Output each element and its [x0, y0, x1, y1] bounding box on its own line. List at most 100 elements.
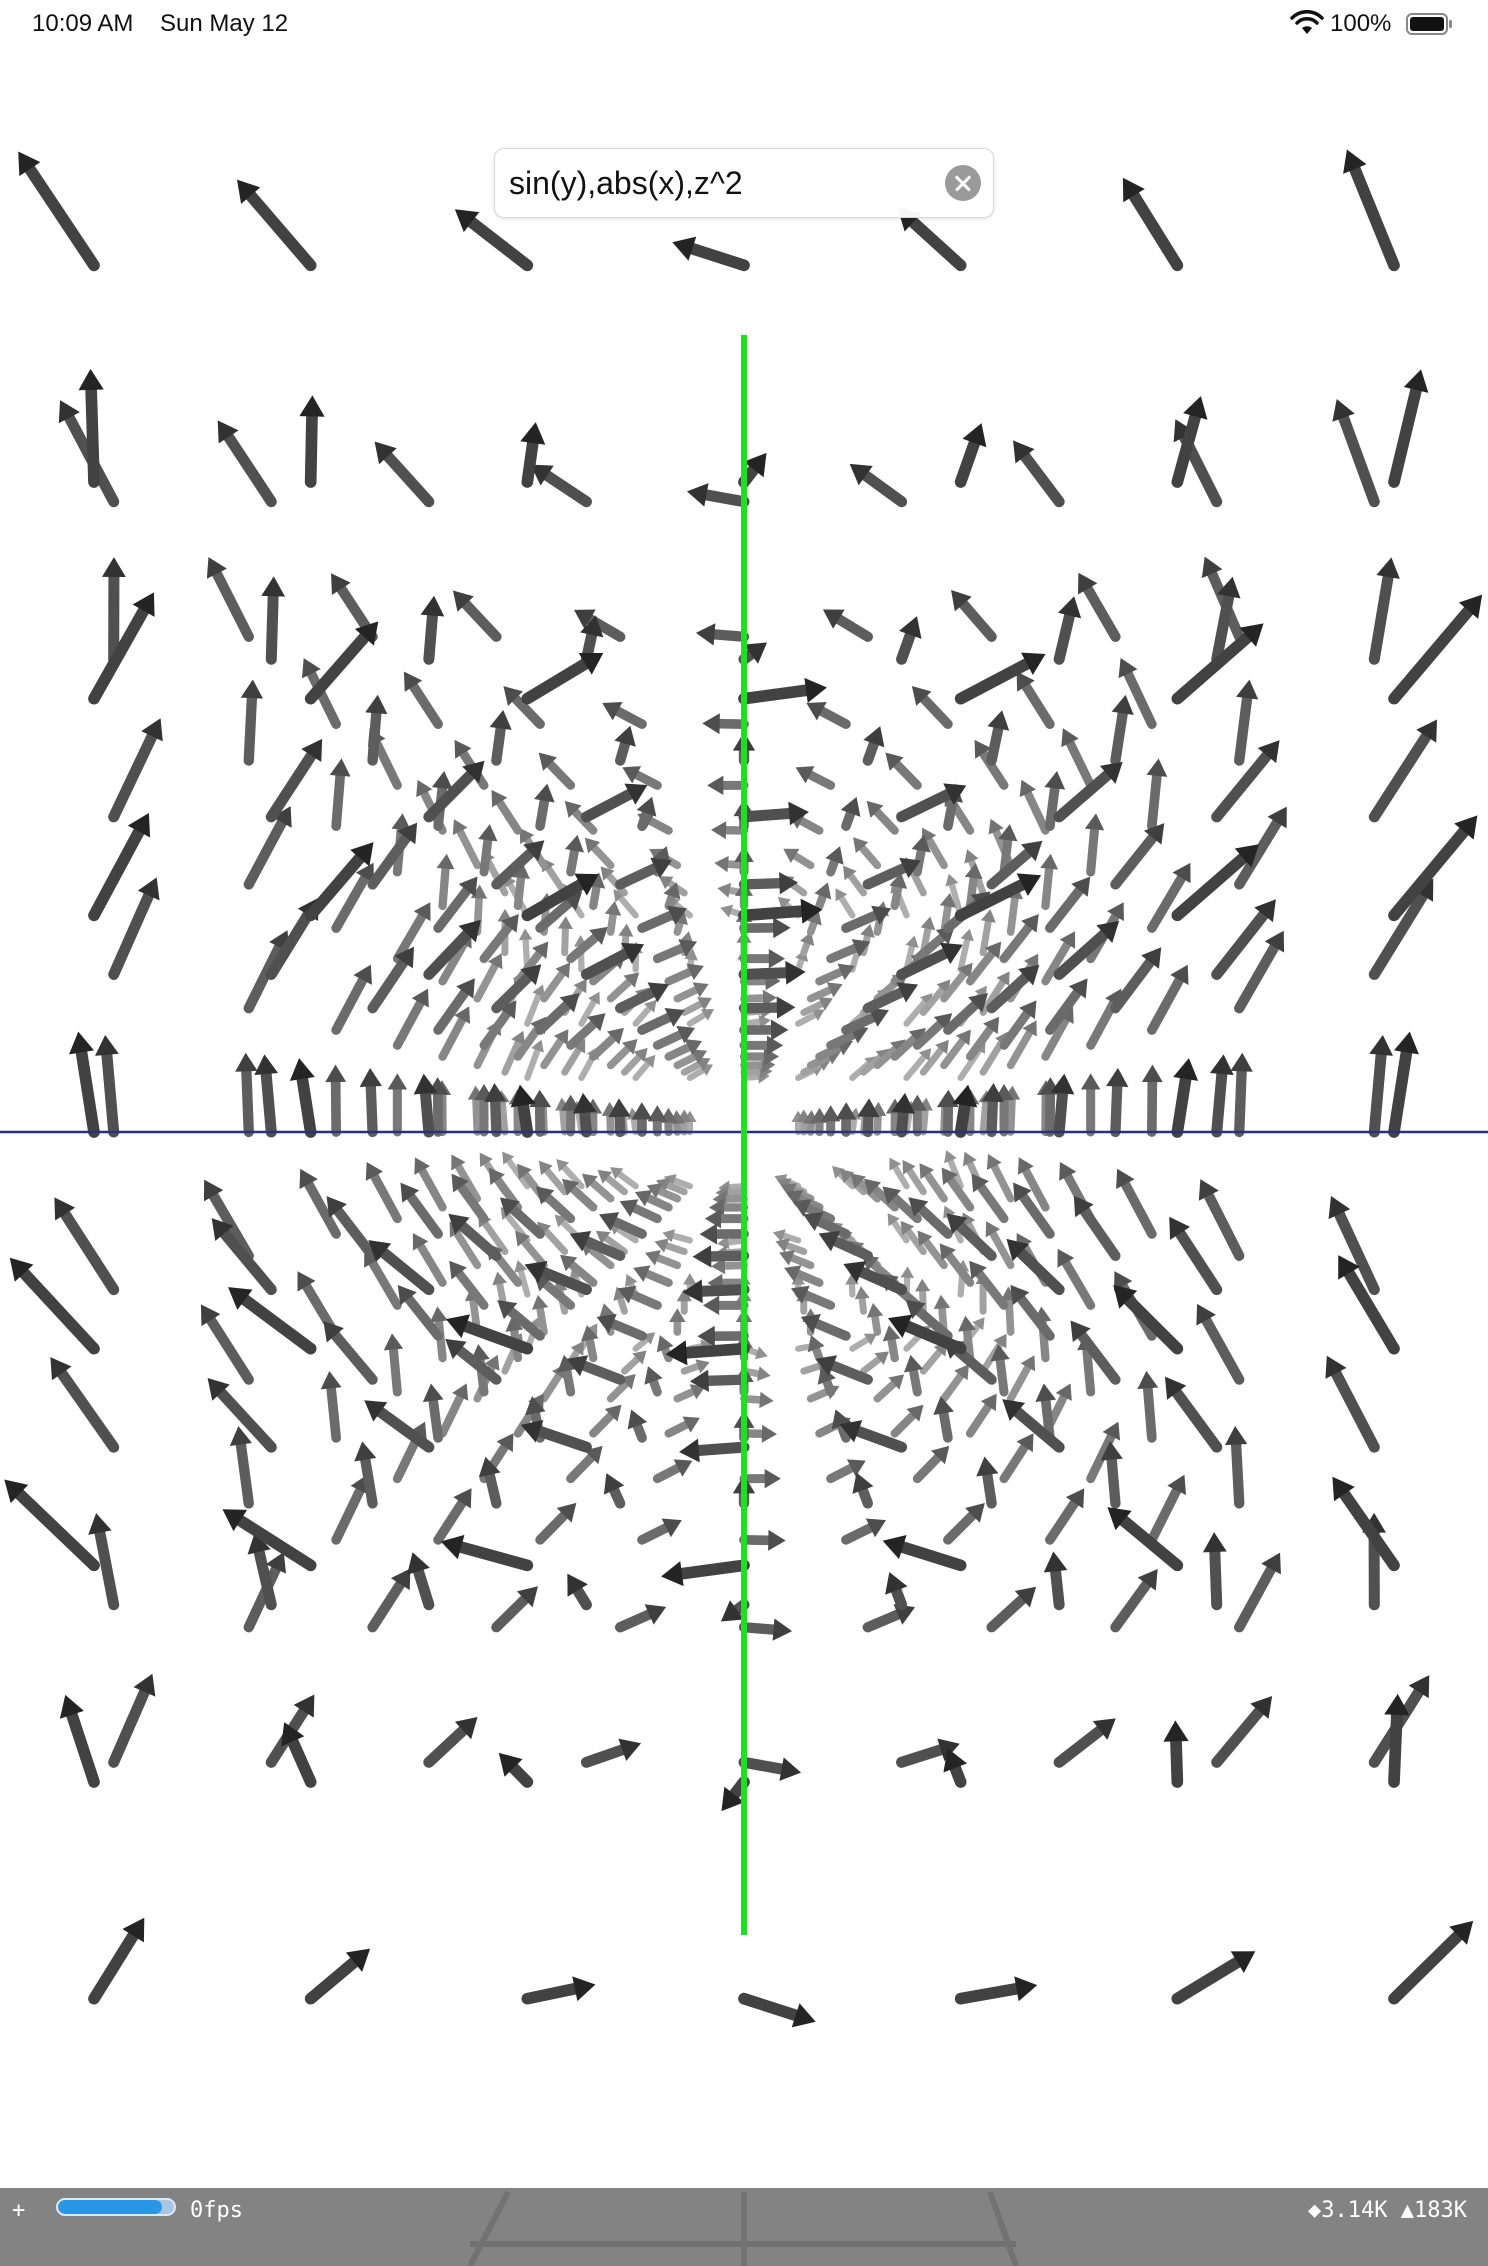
vector-arrow-head — [600, 866, 615, 881]
vector-arrow-shaft — [211, 568, 254, 642]
vector-arrow-head — [580, 615, 604, 638]
vector-arrow-head — [4, 1479, 29, 1504]
vector-arrow-head — [619, 1199, 639, 1217]
vector-arrow-shaft — [676, 1559, 750, 1580]
vector-arrow-shaft — [830, 1236, 873, 1261]
vector-arrow-head — [1458, 594, 1483, 619]
vector-arrow-shaft — [907, 216, 967, 272]
vector-arrow-shaft — [995, 1355, 1009, 1397]
vector-arrow-shaft — [954, 878, 1029, 922]
vector-arrow-head — [329, 758, 351, 777]
vector-arrow-head — [919, 1163, 935, 1180]
vector-arrow-shaft — [979, 978, 1007, 1016]
vector-arrow-shaft — [1110, 1081, 1123, 1138]
vector-arrow-shaft — [520, 1237, 548, 1270]
vector-arrow-head — [887, 1314, 913, 1338]
vector-arrow-head — [1146, 758, 1168, 777]
vector-arrow-shaft — [108, 730, 158, 823]
vector-arrow-shaft — [892, 759, 922, 790]
vector-arrow-shaft — [1388, 604, 1475, 705]
vector-arrow-shaft — [566, 1452, 596, 1484]
vector-arrow-head — [920, 916, 936, 931]
vector-arrow-head — [390, 1568, 411, 1591]
vector-arrow-shaft — [235, 1439, 254, 1509]
plus-icon[interactable]: + — [12, 2198, 26, 2223]
vector-arrow-shaft — [1171, 1073, 1192, 1138]
vector-arrow-head — [412, 1233, 429, 1251]
vector-arrow-shaft — [1211, 909, 1270, 980]
vector-arrow-head — [1261, 1552, 1281, 1575]
vector-arrow-shaft — [1079, 1205, 1121, 1261]
vector-arrow-head — [58, 400, 80, 424]
vector-arrow-shaft — [580, 947, 633, 980]
vector-arrow-shaft — [517, 1267, 531, 1298]
vector-arrow-head — [203, 1179, 224, 1202]
vector-arrow-head — [768, 1529, 786, 1551]
vector-arrow-head — [617, 1285, 637, 1304]
vector-arrow-head — [1059, 1161, 1077, 1181]
vector-arrow-head — [1384, 1693, 1410, 1716]
vector-arrow-head — [1230, 1052, 1253, 1072]
vector-arrow-head — [566, 1355, 589, 1377]
vector-arrow-head — [915, 1278, 931, 1292]
vector-arrow-shaft — [1128, 189, 1184, 272]
vector-arrow-shaft — [457, 1220, 502, 1261]
vector-arrow-shaft — [965, 949, 997, 986]
vector-arrow-head — [907, 1094, 928, 1111]
vector-arrow-shaft — [990, 1162, 1015, 1203]
vector-arrow-head — [987, 710, 1010, 731]
vector-arrow-head — [1016, 1433, 1034, 1453]
vector-arrow-head — [1071, 876, 1091, 897]
vector-arrow-head — [1044, 771, 1066, 790]
vector-arrow-head — [1017, 1157, 1034, 1175]
wifi-icon — [1290, 10, 1324, 34]
vector-arrow-head — [702, 713, 720, 735]
clear-input-button[interactable] — [945, 165, 981, 201]
vector-arrow-head — [1050, 1073, 1075, 1095]
vector-arrow-head — [684, 1039, 703, 1056]
vector-arrow-head — [971, 1173, 989, 1193]
vector-arrow-shaft — [1171, 852, 1249, 922]
vector-arrow-head — [606, 1027, 625, 1045]
vector-arrow-head — [1111, 694, 1134, 715]
vector-arrow-head — [293, 1694, 315, 1718]
vector-arrow-head — [557, 916, 573, 930]
vector-arrow-shaft — [637, 1012, 674, 1035]
vector-arrow-shaft — [535, 1510, 569, 1545]
vector-arrow-head — [597, 1169, 613, 1184]
vector-arrow-head — [479, 1152, 493, 1168]
vector-arrow-head — [1198, 1179, 1219, 1201]
vector-arrow-head — [1230, 1951, 1256, 1974]
vector-arrow-head — [874, 1351, 889, 1365]
vector-arrow-head — [695, 1359, 710, 1374]
function-search-box — [494, 148, 994, 218]
vector-arrow-shaft — [958, 598, 997, 642]
vector-arrow-head — [743, 642, 768, 664]
vector-arrow-shaft — [234, 1514, 317, 1572]
vector-arrow-head — [574, 873, 599, 896]
vector-arrow-shaft — [423, 610, 438, 665]
vector-arrow-head — [624, 1273, 638, 1288]
function-input[interactable] — [509, 161, 929, 205]
vector-arrow-shaft — [589, 883, 601, 911]
vector-arrow-head — [944, 1150, 957, 1164]
vector-arrow-shaft — [901, 1320, 967, 1355]
vector-arrow-head — [986, 1154, 1002, 1171]
vector-arrow-head — [983, 1016, 1000, 1035]
vector-arrow-shaft — [1061, 1258, 1096, 1310]
vector-arrow-head — [817, 1366, 836, 1385]
vector-arrow-shaft — [905, 1166, 927, 1196]
vector-arrow-head — [656, 1178, 671, 1193]
vector-arrow-shaft — [982, 1469, 997, 1509]
vector-arrow-head — [964, 849, 979, 864]
fps-meter-fill — [58, 2200, 163, 2214]
vector-arrow-shaft — [1041, 940, 1072, 986]
vector-arrow-head — [1023, 953, 1039, 970]
vector-arrow-shaft — [671, 1177, 693, 1190]
vector-arrow-shaft — [1053, 610, 1076, 665]
vector-arrow-head — [9, 1257, 34, 1282]
vector-arrow-head — [965, 1503, 985, 1523]
vector-arrow-head — [572, 1976, 596, 2002]
vector-arrow-head — [403, 671, 423, 692]
